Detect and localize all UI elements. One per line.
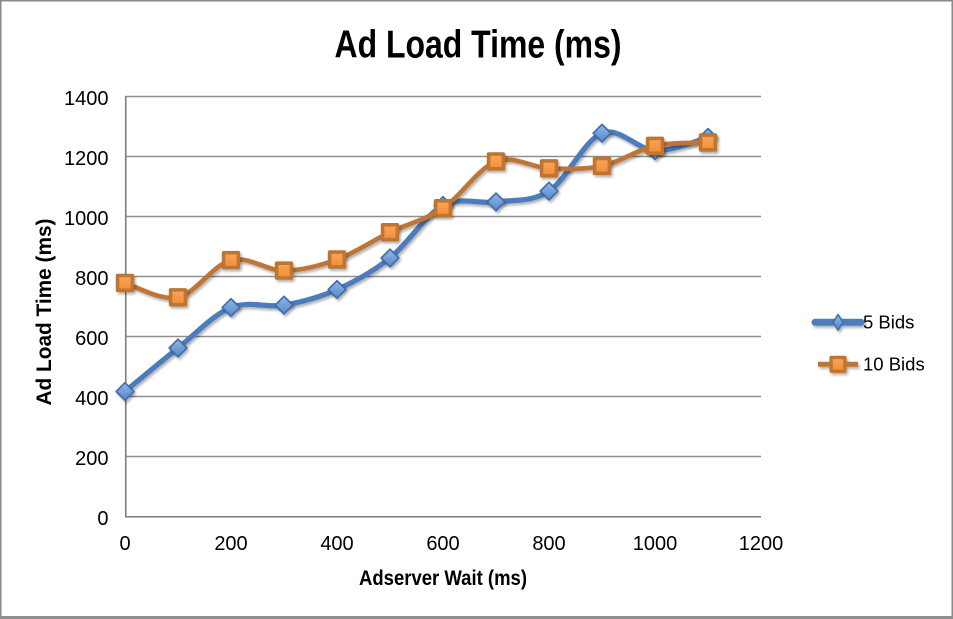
svg-text:600: 600 <box>75 328 108 350</box>
svg-text:1000: 1000 <box>64 208 109 230</box>
svg-text:600: 600 <box>426 533 459 555</box>
svg-text:1000: 1000 <box>633 533 678 555</box>
svg-text:0: 0 <box>119 533 130 555</box>
svg-text:Ad Load Time (ms): Ad Load Time (ms) <box>33 219 56 406</box>
svg-text:800: 800 <box>532 533 565 555</box>
svg-text:800: 800 <box>75 268 108 290</box>
svg-text:Adserver Wait (ms): Adserver Wait (ms) <box>359 567 527 590</box>
svg-text:10 Bids: 10 Bids <box>863 354 925 375</box>
svg-text:200: 200 <box>214 533 247 555</box>
svg-text:1400: 1400 <box>64 88 109 110</box>
svg-text:200: 200 <box>75 448 108 470</box>
svg-text:Ad Load Time (ms): Ad Load Time (ms) <box>335 24 622 67</box>
svg-text:400: 400 <box>75 388 108 410</box>
svg-text:5 Bids: 5 Bids <box>863 312 914 333</box>
svg-text:1200: 1200 <box>739 533 784 555</box>
svg-text:1200: 1200 <box>64 148 109 170</box>
svg-text:400: 400 <box>320 533 353 555</box>
svg-text:0: 0 <box>97 508 108 530</box>
